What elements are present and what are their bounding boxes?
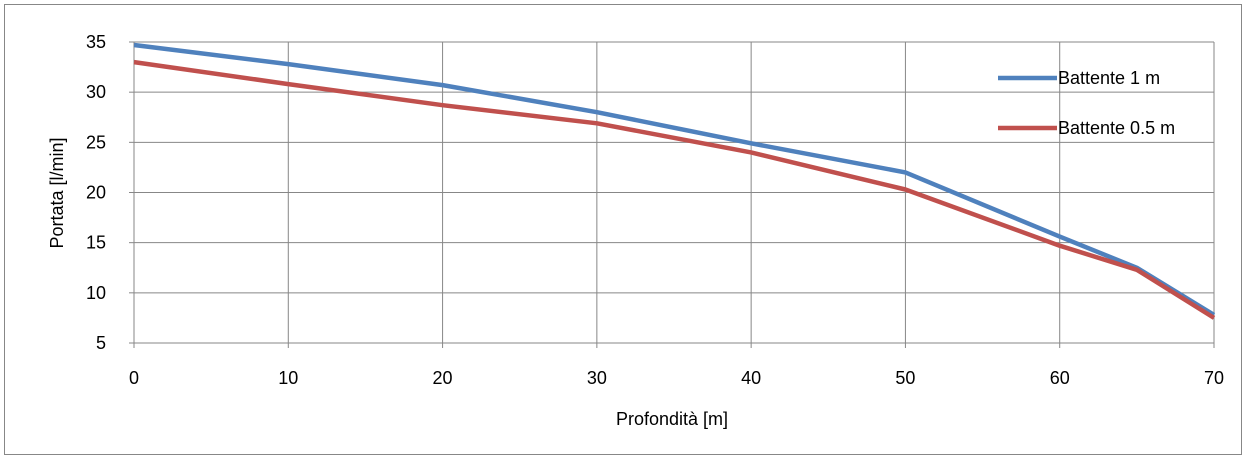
y-tick-label: 5 — [96, 333, 106, 353]
y-axis-title: Portata [l/min] — [47, 137, 67, 248]
x-tick-label: 30 — [587, 368, 607, 388]
legend-item: Battente 0.5 m — [998, 118, 1175, 138]
gridlines — [129, 41, 1215, 348]
x-tick-label: 50 — [895, 368, 915, 388]
x-tick-label: 20 — [433, 368, 453, 388]
x-tick-label: 60 — [1050, 368, 1070, 388]
x-tick-label: 70 — [1204, 368, 1224, 388]
y-tick-label: 30 — [86, 82, 106, 102]
x-tick-labels: 0 10 20 30 40 50 60 70 — [129, 368, 1224, 388]
series-line — [133, 59, 1216, 320]
legend-item: Battente 1 m — [998, 68, 1160, 88]
y-tick-label: 25 — [86, 132, 106, 152]
x-axis-title: Profondità [m] — [616, 409, 728, 429]
legend-label: Battente 1 m — [1058, 68, 1160, 88]
y-tick-label: 15 — [86, 233, 106, 253]
legend-label: Battente 0.5 m — [1058, 118, 1175, 138]
y-tick-label: 35 — [86, 32, 106, 52]
series-line — [133, 42, 1216, 317]
y-tick-labels: 5 10 15 20 25 30 35 — [86, 32, 106, 353]
legend: Battente 1 m Battente 0.5 m — [998, 68, 1175, 138]
y-tick-label: 10 — [86, 283, 106, 303]
x-tick-label: 10 — [278, 368, 298, 388]
y-tick-label: 20 — [86, 183, 106, 203]
x-tick-label: 40 — [741, 368, 761, 388]
x-tick-label: 0 — [129, 368, 139, 388]
series-lines — [133, 42, 1216, 320]
